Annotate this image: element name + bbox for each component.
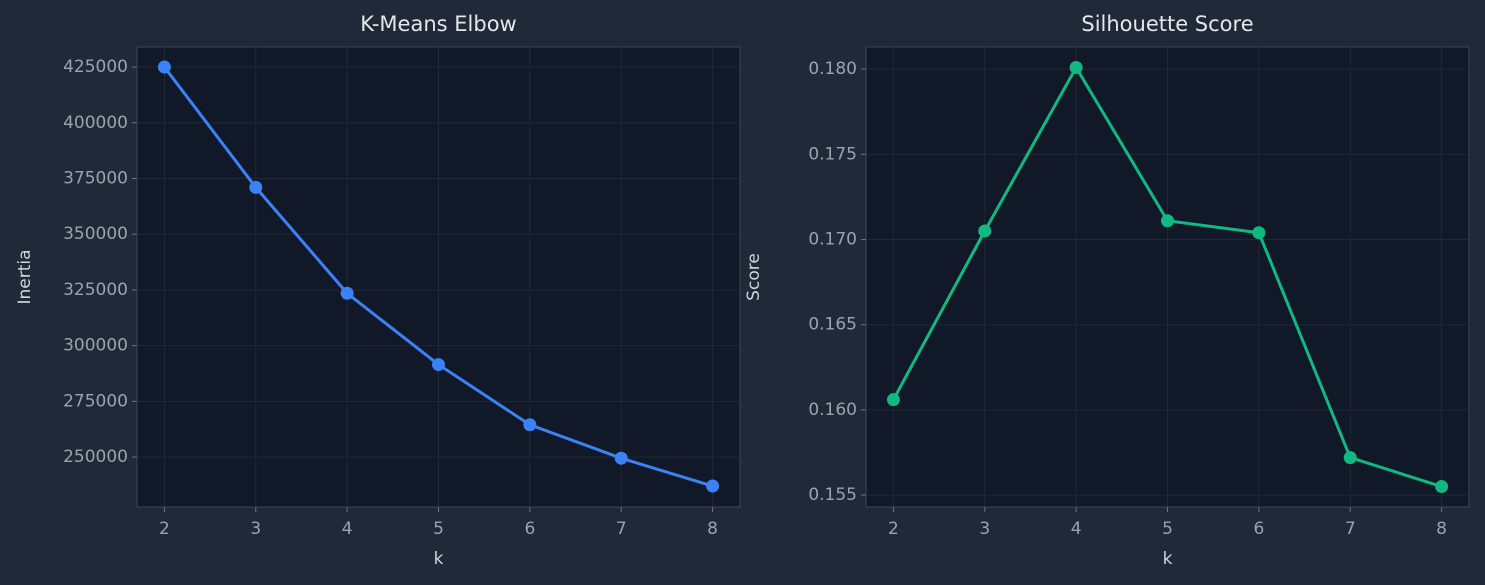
x-tick-label: 5 [433,519,444,539]
data-point [1252,226,1266,240]
chart-title: K-Means Elbow [360,12,516,36]
x-tick-label: 8 [1436,519,1447,539]
data-point [706,479,720,493]
x-tick-label: 8 [707,519,718,539]
y-tick-label: 350000 [63,224,128,244]
data-point [1161,214,1174,228]
data-point [1435,480,1449,494]
x-tick-label: 4 [1071,519,1082,539]
y-tick-label: 250000 [63,447,128,467]
y-tick-label: 0.160 [808,400,857,420]
y-axis-label: Score [744,253,764,301]
x-tick-label: 6 [524,519,535,539]
data-point [614,451,628,465]
y-tick-label: 375000 [63,168,128,188]
y-tick-label: 325000 [63,280,128,300]
data-point [523,418,537,432]
x-tick-label: 3 [250,519,261,539]
y-tick-label: 300000 [63,336,128,356]
x-axis-label: k [434,549,444,569]
x-tick-label: 6 [1253,519,1264,539]
x-tick-label: 4 [342,519,353,539]
x-tick-label: 2 [888,519,899,539]
y-tick-label: 0.165 [808,315,857,335]
y-tick-label: 400000 [63,113,128,133]
x-tick-label: 3 [979,519,990,539]
x-tick-label: 5 [1162,519,1173,539]
y-tick-label: 0.180 [808,59,857,79]
data-point [432,358,445,372]
y-tick-label: 0.170 [808,230,857,250]
data-point [886,393,900,407]
y-tick-label: 275000 [63,391,128,411]
data-point [340,286,354,300]
data-point [978,224,992,238]
x-tick-label: 7 [616,519,627,539]
y-tick-label: 425000 [63,57,128,77]
y-tick-label: 0.175 [808,144,857,164]
y-axis-label: Inertia [15,249,35,304]
chart-title: Silhouette Score [1081,12,1253,36]
x-axis-label: k [1163,549,1173,569]
data-point [1069,60,1083,74]
y-tick-label: 0.155 [808,485,857,505]
data-point [1343,451,1357,465]
data-point [249,180,263,194]
data-point [157,60,171,74]
x-tick-label: 7 [1345,519,1356,539]
x-tick-label: 2 [159,519,170,539]
